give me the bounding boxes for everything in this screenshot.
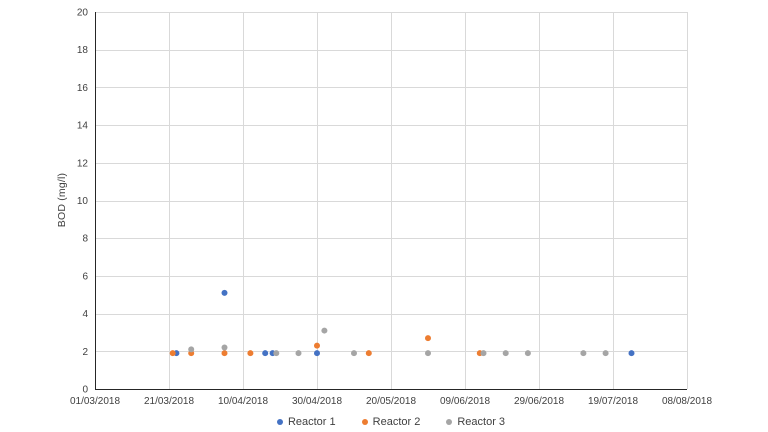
y-tick-label: 6 bbox=[82, 271, 88, 282]
x-tick-label: 10/04/2018 bbox=[218, 396, 268, 407]
legend-label: Reactor 3 bbox=[457, 415, 506, 428]
data-point-reactor-2 bbox=[365, 350, 372, 357]
y-tick-label: 8 bbox=[82, 234, 88, 245]
y-tick-label: 0 bbox=[82, 385, 88, 396]
legend-item-reactor-2: Reactor 2 bbox=[361, 415, 421, 428]
y-tick-label: 18 bbox=[77, 45, 89, 56]
y-tick-label: 4 bbox=[82, 309, 88, 320]
legend-label: Reactor 2 bbox=[372, 415, 421, 428]
data-point-reactor-2 bbox=[169, 350, 176, 357]
data-point-reactor-3 bbox=[351, 350, 357, 357]
y-tick-label: 14 bbox=[77, 121, 89, 132]
data-point-reactor-3 bbox=[425, 350, 431, 357]
data-point-reactor-3 bbox=[188, 346, 195, 353]
x-tick-label: 08/08/2018 bbox=[662, 396, 712, 407]
data-point-reactor-2 bbox=[221, 350, 228, 357]
legend-item-reactor-1: Reactor 1 bbox=[276, 415, 336, 428]
data-point-reactor-1 bbox=[628, 350, 635, 357]
data-point-reactor-3 bbox=[502, 350, 509, 357]
x-tick-label: 09/06/2018 bbox=[440, 396, 490, 407]
data-point-reactor-3 bbox=[580, 350, 587, 357]
x-tick-label: 01/03/2018 bbox=[70, 396, 120, 407]
data-point-reactor-3 bbox=[273, 350, 280, 357]
x-tick-label: 19/07/2018 bbox=[588, 396, 638, 407]
data-point-reactor-1 bbox=[262, 350, 269, 357]
x-tick-label: 30/04/2018 bbox=[292, 396, 342, 407]
y-tick-label: 16 bbox=[77, 83, 89, 94]
data-point-reactor-1 bbox=[314, 350, 320, 357]
data-point-reactor-2 bbox=[247, 350, 254, 357]
data-point-reactor-3 bbox=[524, 350, 531, 357]
data-point-reactor-3 bbox=[221, 344, 228, 351]
y-tick-label: 12 bbox=[77, 158, 89, 169]
data-point-reactor-1 bbox=[221, 289, 228, 296]
y-tick-label: 2 bbox=[82, 347, 88, 358]
legend-marker-icon bbox=[446, 419, 453, 425]
x-tick-label: 29/06/2018 bbox=[514, 396, 564, 407]
legend-item-reactor-3: Reactor 3 bbox=[446, 415, 506, 428]
legend-marker-icon bbox=[276, 419, 283, 425]
y-tick-label: 10 bbox=[77, 196, 89, 207]
data-point-reactor-2 bbox=[425, 335, 431, 342]
legend-marker-icon bbox=[361, 419, 368, 425]
legend-label: Reactor 1 bbox=[287, 415, 336, 428]
x-tick-label: 20/05/2018 bbox=[366, 396, 416, 407]
data-point-reactor-3 bbox=[480, 350, 487, 357]
y-axis-title: BOD (mg/l) bbox=[56, 172, 68, 228]
data-point-reactor-3 bbox=[321, 327, 328, 334]
data-point-reactor-2 bbox=[314, 342, 320, 349]
y-tick-label: 20 bbox=[77, 8, 89, 19]
data-point-reactor-3 bbox=[295, 350, 302, 357]
legend: Reactor 1 Reactor 2 Reactor 3 bbox=[95, 414, 687, 430]
data-point-reactor-3 bbox=[602, 350, 609, 357]
x-tick-label: 21/03/2018 bbox=[144, 396, 194, 407]
